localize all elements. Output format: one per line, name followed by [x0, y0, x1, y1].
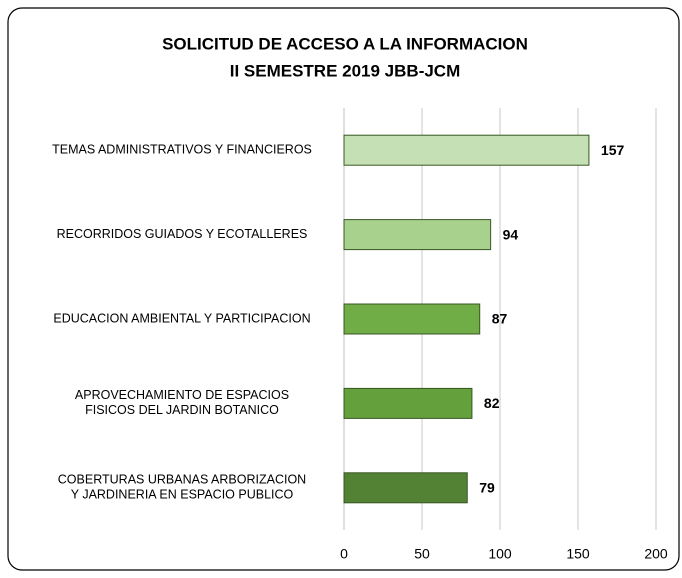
x-tick-label: 200 — [644, 546, 668, 562]
y-tick-label: TEMAS ADMINISTRATIVOS Y FINANCIEROS — [52, 142, 312, 156]
data-label: 157 — [601, 142, 625, 158]
bar — [343, 134, 590, 166]
y-tick-label: APROVECHAMIENTO DE ESPACIOS — [75, 388, 289, 402]
chart-title: SOLICITUD DE ACCESO A LA INFORMACION — [162, 34, 528, 53]
y-tick-label: Y JARDINERIA EN ESPACIO PUBLICO — [71, 488, 294, 502]
x-tick-label: 0 — [340, 546, 348, 562]
x-tick-label: 50 — [414, 546, 430, 562]
chart-title: II SEMESTRE 2019 JBB-JCM — [230, 61, 461, 80]
data-label: 87 — [492, 311, 508, 327]
bar — [343, 303, 481, 335]
y-tick-label: RECORRIDOS GUIADOS Y ECOTALLERES — [57, 227, 308, 241]
bar — [343, 219, 492, 251]
y-tick-label: EDUCACION AMBIENTAL Y PARTICIPACION — [53, 311, 310, 325]
x-tick-label: 100 — [488, 546, 512, 562]
y-tick-label: FISICOS DEL JARDIN BOTANICO — [85, 403, 279, 417]
data-label: 82 — [484, 395, 500, 411]
data-label: 94 — [503, 226, 519, 242]
x-tick-label: 150 — [566, 546, 590, 562]
bar — [343, 387, 473, 419]
data-label: 79 — [479, 480, 495, 496]
y-tick-label: COBERTURAS URBANAS ARBORIZACION — [58, 473, 306, 487]
bar — [343, 472, 468, 504]
